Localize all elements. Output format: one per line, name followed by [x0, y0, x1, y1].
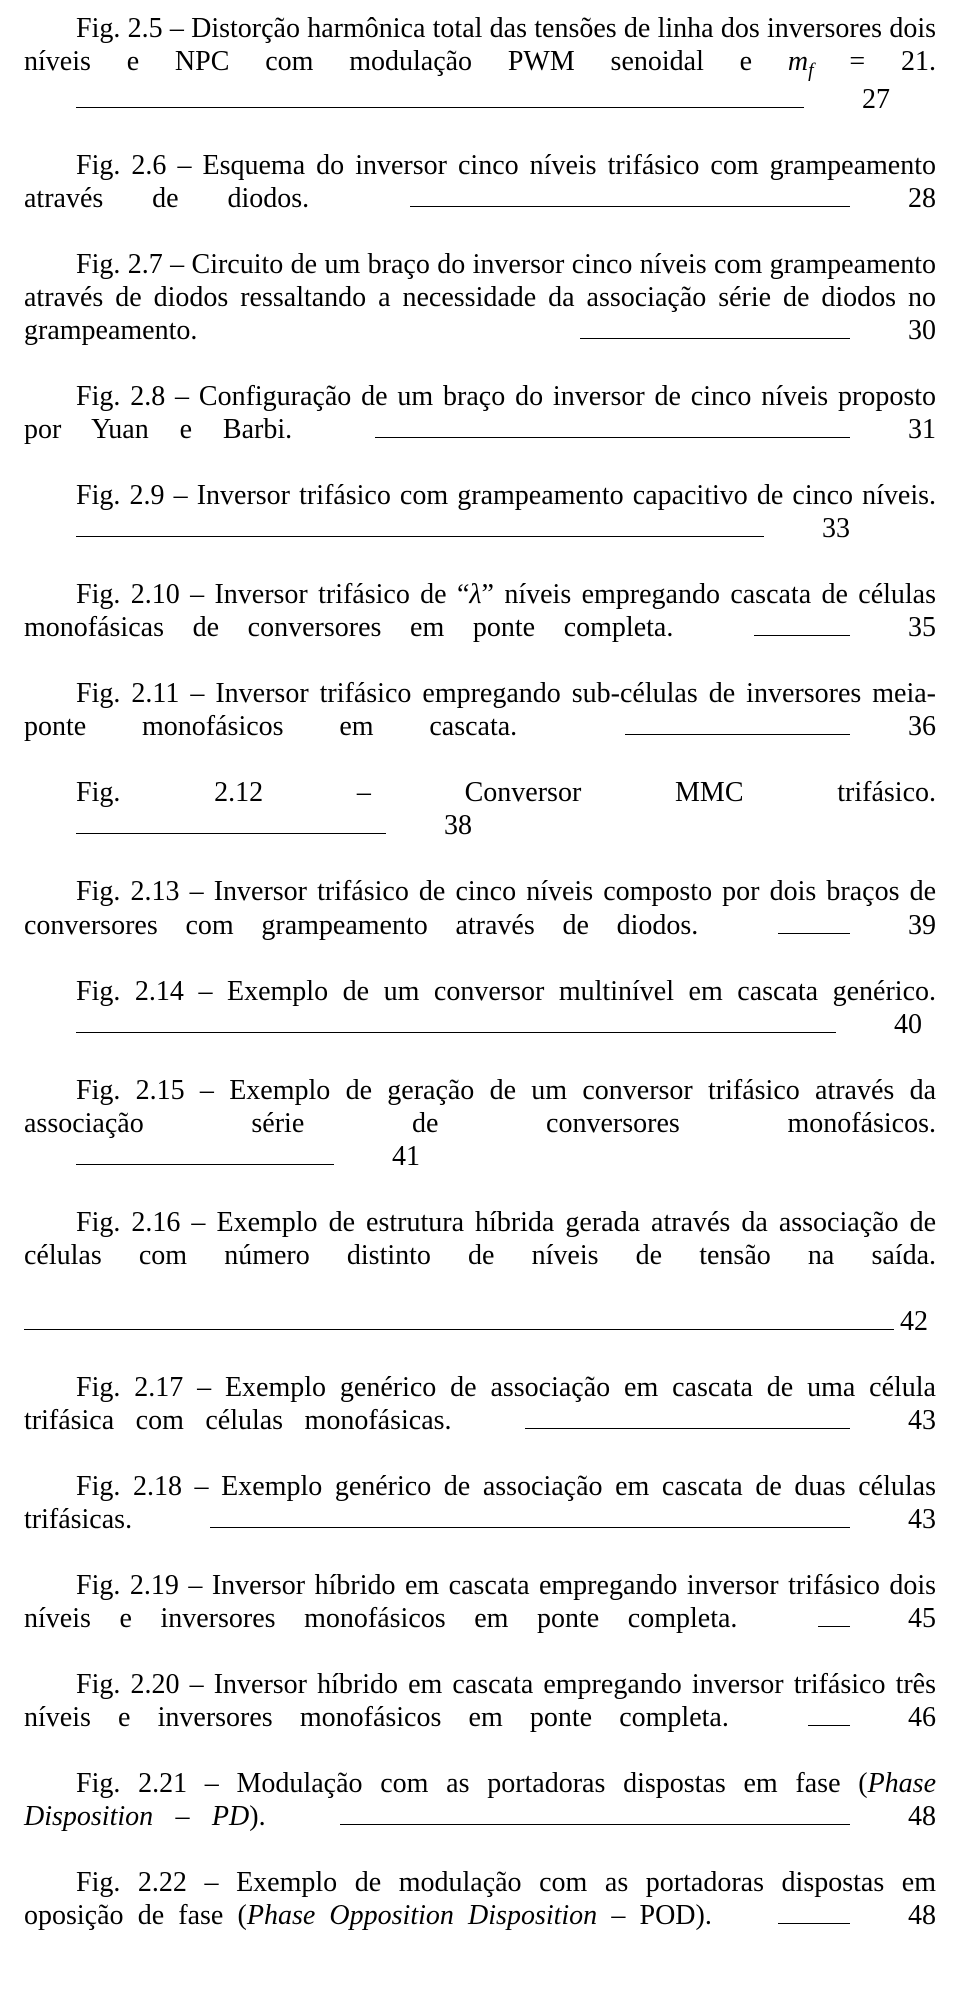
figure-label: Fig. 2.22: [76, 1867, 187, 1898]
figure-entry: Fig. 2.19 – Inversor híbrido em cascata …: [24, 1569, 936, 1668]
page-number: 39: [850, 909, 936, 942]
figure-entry: Fig. 2.6 – Esquema do inversor cinco nív…: [24, 149, 936, 248]
leader-line: [818, 1606, 850, 1627]
page-number: 31: [850, 413, 936, 446]
figure-entry: Fig. 2.11 – Inversor trifásico empregand…: [24, 677, 936, 776]
leader-line: [375, 417, 850, 438]
figure-entry: Fig. 2.20 – Inversor híbrido em cascata …: [24, 1668, 936, 1767]
leader-line: [76, 516, 764, 537]
figure-entry: Fig. 2.16 – Exemplo de estrutura híbrida…: [24, 1206, 936, 1305]
leader-line: [410, 186, 850, 207]
list-of-figures: Fig. 2.5 – Distorção harmônica total das…: [24, 12, 936, 1966]
figure-label: Fig. 2.17: [76, 1372, 183, 1403]
leader-line: [525, 1408, 850, 1429]
figure-entry: Fig. 2.18 – Exemplo genérico de associaç…: [24, 1470, 936, 1569]
figure-label: Fig. 2.13: [76, 876, 179, 907]
leader-line: [76, 1011, 836, 1032]
figure-entry: Fig. 2.12 – Conversor MMC trifásico. 38: [24, 776, 936, 875]
page-number: 28: [850, 182, 936, 215]
leader-line: [340, 1804, 850, 1825]
page-number: 33: [764, 512, 850, 545]
figure-description: Inversor trifásico com grampeamento capa…: [197, 480, 936, 511]
leader-line: [76, 87, 804, 108]
figure-label: Fig. 2.15: [76, 1075, 185, 1106]
leader-line: [808, 1705, 850, 1726]
figure-entry: Fig. 2.5 – Distorção harmônica total das…: [24, 12, 936, 149]
page-number: 48: [850, 1899, 936, 1932]
figure-label: Fig. 2.5: [76, 13, 163, 44]
leader-line: [580, 318, 850, 339]
figure-label: Fig. 2.6: [76, 150, 166, 181]
page-number: 41: [334, 1140, 420, 1173]
page-number: 46: [850, 1701, 936, 1734]
page-number: 35: [850, 611, 936, 644]
page-number: 36: [850, 710, 936, 743]
figure-label: Fig. 2.12: [76, 777, 263, 808]
figure-description: Exemplo de um conversor multinível em ca…: [227, 976, 936, 1007]
page-number: 42: [894, 1305, 928, 1338]
figure-label: Fig. 2.20: [76, 1669, 179, 1700]
figure-label: Fig. 2.19: [76, 1570, 179, 1601]
figure-label: Fig. 2.10: [76, 579, 180, 610]
page-number: 45: [850, 1602, 936, 1635]
figure-entry: Fig. 2.15 – Exemplo de geração de um con…: [24, 1074, 936, 1206]
page-number: 43: [850, 1503, 936, 1536]
page-number: 43: [850, 1404, 936, 1437]
leader-line: [625, 714, 850, 735]
page-number: 30: [850, 314, 936, 347]
figure-label: Fig. 2.14: [76, 976, 184, 1007]
leader-line: [76, 813, 386, 834]
figure-label: Fig. 2.18: [76, 1471, 182, 1502]
figure-entry: Fig. 2.9 – Inversor trifásico com grampe…: [24, 479, 936, 578]
figure-label: Fig. 2.9: [76, 480, 164, 511]
leader-line: [76, 1144, 334, 1165]
figure-label: Fig. 2.7: [76, 249, 163, 280]
figure-label: Fig. 2.11: [76, 678, 179, 709]
figure-label: Fig. 2.8: [76, 381, 165, 412]
figure-label: Fig. 2.21: [76, 1768, 187, 1799]
figure-description: Conversor MMC trifásico.: [465, 777, 936, 808]
leader-line: [24, 1309, 894, 1330]
figure-entry-continuation: 42: [24, 1305, 936, 1371]
figure-entry: Fig. 2.13 – Inversor trifásico de cinco …: [24, 875, 936, 974]
figure-entry: Fig. 2.10 – Inversor trifásico de “λ” ní…: [24, 578, 936, 677]
figure-label: Fig. 2.16: [76, 1207, 180, 1238]
page-number: 38: [386, 809, 472, 842]
figure-entry: Fig. 2.7 – Circuito de um braço do inver…: [24, 248, 936, 380]
leader-line: [210, 1507, 850, 1528]
figure-entry: Fig. 2.21 – Modulação com as portadoras …: [24, 1767, 936, 1866]
page-number: 27: [804, 83, 890, 116]
page-number: 40: [836, 1008, 922, 1041]
figure-entry: Fig. 2.14 – Exemplo de um conversor mult…: [24, 975, 936, 1074]
leader-line: [754, 615, 850, 636]
page-number: 48: [850, 1800, 936, 1833]
leader-line: [778, 912, 850, 933]
figure-entry: Fig. 2.8 – Configuração de um braço do i…: [24, 380, 936, 479]
leader-line: [778, 1903, 850, 1924]
figure-entry: Fig. 2.22 – Exemplo de modulação com as …: [24, 1866, 936, 1965]
figure-entry: Fig. 2.17 – Exemplo genérico de associaç…: [24, 1371, 936, 1470]
